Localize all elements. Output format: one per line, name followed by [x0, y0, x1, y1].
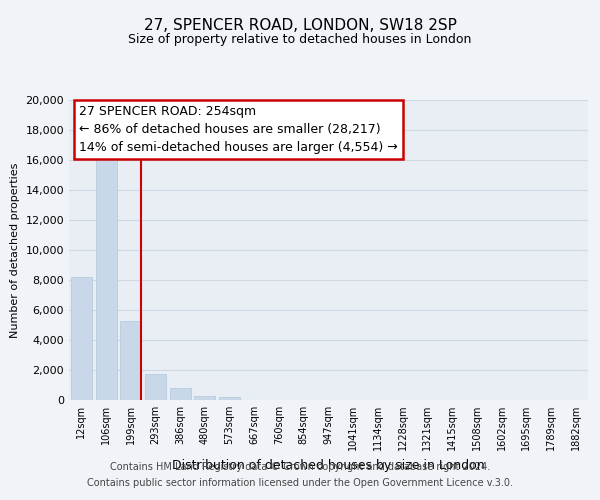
Bar — [120, 320, 141, 400]
Text: Contains HM Land Registry data © Crown copyright and database right 2024.: Contains HM Land Registry data © Crown c… — [110, 462, 490, 472]
Bar — [71, 277, 92, 400]
Bar — [170, 388, 191, 400]
Text: 27, SPENCER ROAD, LONDON, SW18 2SP: 27, SPENCER ROAD, LONDON, SW18 2SP — [143, 18, 457, 32]
Text: Size of property relative to detached houses in London: Size of property relative to detached ho… — [128, 32, 472, 46]
Y-axis label: Number of detached properties: Number of detached properties — [10, 162, 20, 338]
Text: 27 SPENCER ROAD: 254sqm
← 86% of detached houses are smaller (28,217)
14% of sem: 27 SPENCER ROAD: 254sqm ← 86% of detache… — [79, 104, 398, 154]
Bar — [194, 396, 215, 400]
Bar — [145, 374, 166, 400]
X-axis label: Distribution of detached houses by size in London: Distribution of detached houses by size … — [172, 458, 485, 471]
Text: Contains public sector information licensed under the Open Government Licence v.: Contains public sector information licen… — [87, 478, 513, 488]
Bar — [219, 397, 240, 400]
Bar — [95, 152, 116, 400]
